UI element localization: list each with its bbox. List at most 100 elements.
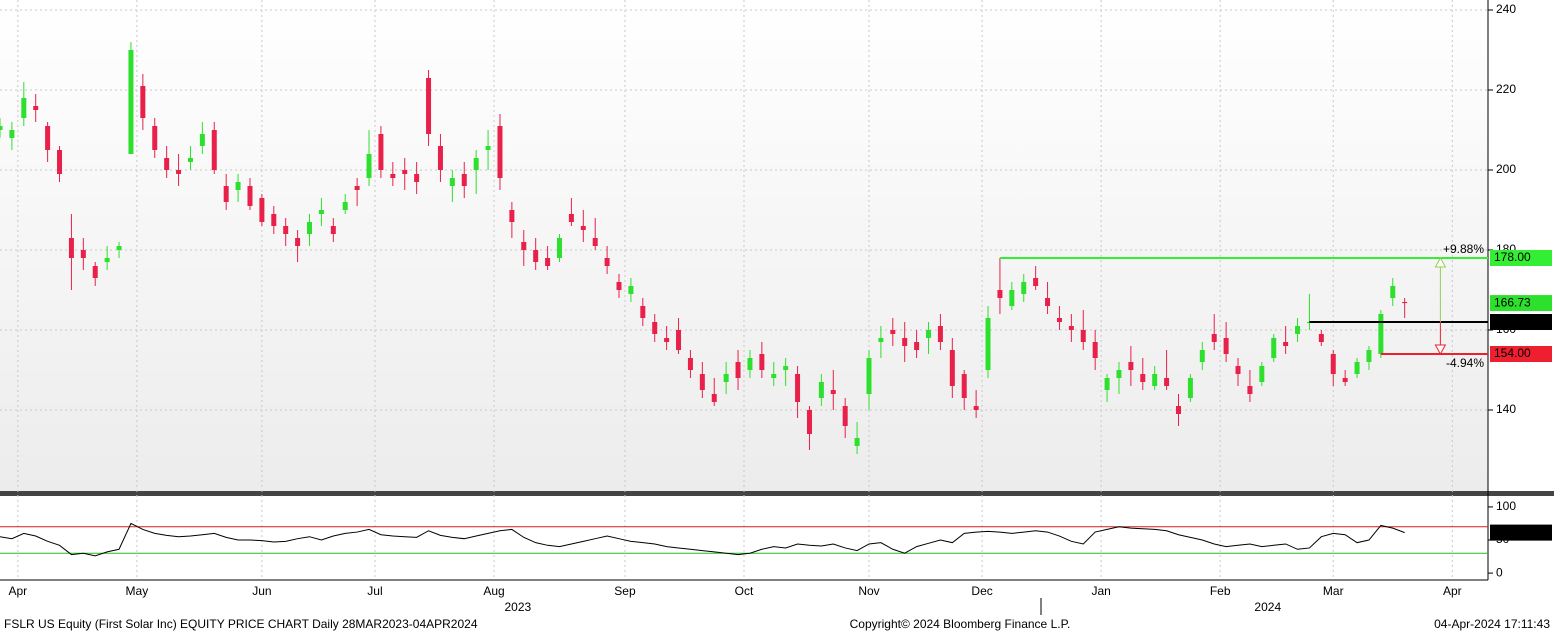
candle-body bbox=[652, 322, 658, 334]
candle-body bbox=[937, 326, 943, 342]
candle-body bbox=[80, 250, 86, 258]
x-tick-label: Nov bbox=[858, 584, 879, 598]
candle-body bbox=[318, 210, 324, 214]
candle-body bbox=[1009, 290, 1015, 306]
candle-body bbox=[830, 390, 836, 394]
candle-body bbox=[902, 338, 908, 346]
candle-body bbox=[199, 134, 205, 146]
candle-body bbox=[854, 438, 860, 446]
candle-body bbox=[330, 226, 336, 234]
candle-body bbox=[771, 374, 777, 378]
footer-left: FSLR US Equity (First Solar Inc) EQUITY … bbox=[4, 617, 478, 631]
footer-right: 04-Apr-2024 17:11:43 bbox=[1434, 617, 1550, 631]
candle-body bbox=[283, 226, 289, 234]
candle-body bbox=[1116, 370, 1122, 378]
candle-body bbox=[1223, 338, 1229, 354]
candle-body bbox=[1366, 350, 1372, 362]
candle-body bbox=[533, 250, 539, 262]
candle-body bbox=[461, 174, 467, 186]
rsi-line bbox=[0, 522, 1405, 557]
candle-body bbox=[818, 382, 824, 398]
footer-center: Copyright© 2024 Bloomberg Finance L.P. bbox=[850, 617, 1071, 631]
candle-body bbox=[366, 154, 372, 178]
candle-body bbox=[0, 126, 3, 130]
candle-body bbox=[437, 146, 443, 170]
candle-body bbox=[1128, 362, 1134, 370]
candle-body bbox=[556, 238, 562, 258]
candle-body bbox=[1354, 362, 1360, 374]
candle-body bbox=[973, 406, 979, 410]
candle-body bbox=[580, 226, 586, 230]
y-tick-label: 240 bbox=[1496, 2, 1516, 16]
candle-body bbox=[1080, 330, 1086, 342]
candle-body bbox=[497, 126, 503, 178]
candle-body bbox=[687, 358, 693, 370]
candle-body bbox=[866, 358, 872, 394]
candle-body bbox=[1247, 386, 1253, 394]
candle-body bbox=[664, 338, 670, 342]
candle-body bbox=[271, 214, 277, 226]
candle-body bbox=[1140, 374, 1146, 382]
level-tag-box bbox=[1490, 346, 1552, 362]
candle-body bbox=[485, 146, 491, 150]
candle-body bbox=[1235, 366, 1241, 374]
year-label: 2023 bbox=[504, 600, 531, 614]
candle-body bbox=[1056, 318, 1062, 322]
y-tick-label: 200 bbox=[1496, 162, 1516, 176]
candle-body bbox=[1378, 314, 1384, 354]
candle-body bbox=[1271, 338, 1277, 358]
candle-body bbox=[259, 198, 265, 222]
candle-body bbox=[961, 374, 967, 398]
candle-body bbox=[211, 130, 217, 170]
candle-body bbox=[604, 258, 610, 266]
candle-body bbox=[1175, 406, 1181, 414]
x-tick-label: Oct bbox=[735, 584, 754, 598]
x-tick-label: Dec bbox=[971, 584, 992, 598]
x-tick-label: Apr bbox=[9, 584, 28, 598]
candle-body bbox=[1164, 378, 1170, 386]
candle-body bbox=[57, 150, 63, 174]
candle-body bbox=[592, 238, 598, 246]
candle-body bbox=[1211, 334, 1217, 342]
candle-body bbox=[164, 158, 170, 170]
candle-body bbox=[235, 182, 241, 190]
candle-body bbox=[616, 282, 622, 290]
x-tick-label: Jun bbox=[252, 584, 271, 598]
level-tag-box bbox=[1490, 250, 1552, 266]
last-price-tag: 166.73 bbox=[1494, 295, 1531, 309]
x-tick-label: Jan bbox=[1091, 584, 1110, 598]
candle-body bbox=[926, 330, 932, 338]
arrow-down-head bbox=[1434, 344, 1447, 356]
x-tick-label: Feb bbox=[1210, 584, 1231, 598]
x-tick-label: Apr bbox=[1443, 584, 1462, 598]
candle-body bbox=[545, 258, 551, 266]
x-tick-label: May bbox=[126, 584, 149, 598]
candle-body bbox=[1187, 378, 1193, 398]
candle-body bbox=[116, 246, 122, 250]
candle-body bbox=[1104, 378, 1110, 390]
candle-body bbox=[568, 214, 574, 222]
candle-body bbox=[1021, 282, 1027, 294]
y-tick-label: 220 bbox=[1496, 82, 1516, 96]
y-tick-label: 140 bbox=[1496, 402, 1516, 416]
annotation: -4.94% bbox=[1446, 356, 1484, 370]
candle-body bbox=[1318, 334, 1324, 342]
candle-body bbox=[985, 318, 991, 370]
x-tick-label: Sep bbox=[614, 584, 636, 598]
x-tick-label: Aug bbox=[483, 584, 504, 598]
candle-body bbox=[783, 366, 789, 370]
candle-body bbox=[140, 86, 146, 118]
candle-body bbox=[521, 242, 527, 250]
level-tag: 162.00 bbox=[1494, 314, 1531, 328]
candle-body bbox=[104, 258, 110, 262]
candle-body bbox=[402, 170, 408, 174]
candle-body bbox=[1402, 302, 1408, 304]
candle-body bbox=[1092, 342, 1098, 358]
candle-body bbox=[699, 374, 705, 390]
rsi-tag-box bbox=[1490, 524, 1552, 541]
level-tag-box bbox=[1490, 314, 1552, 330]
level-tag: 154.00 bbox=[1494, 346, 1531, 360]
candle-body bbox=[676, 330, 682, 350]
candle-body bbox=[628, 286, 634, 294]
